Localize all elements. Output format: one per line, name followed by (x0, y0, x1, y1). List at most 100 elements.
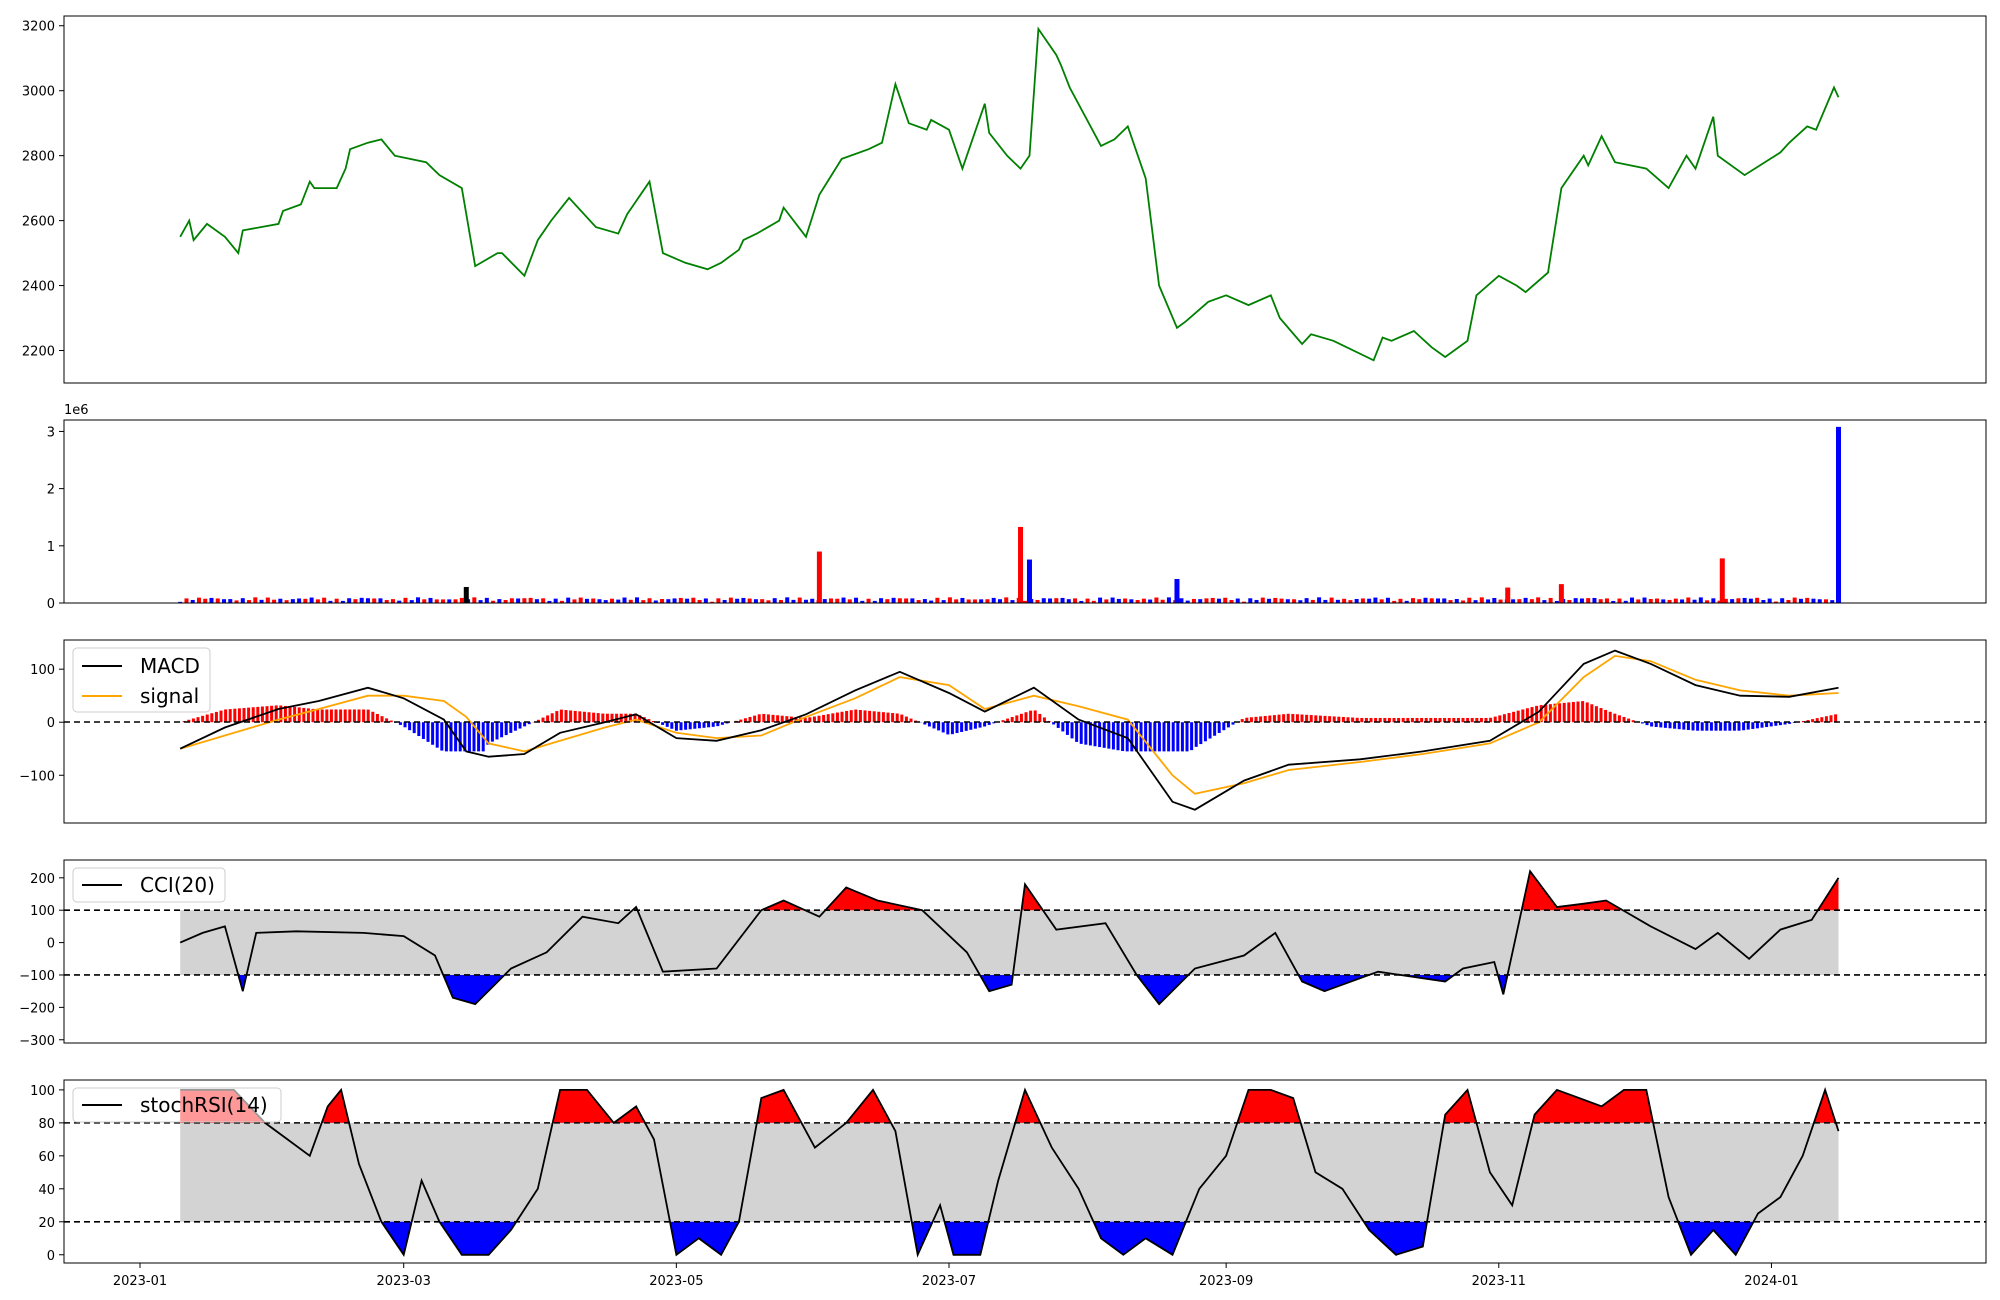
macd-hist-bar (992, 722, 996, 724)
volume-spike-bar (463, 586, 469, 603)
macd-hist-bar (679, 722, 683, 731)
macd-hist-bar (1548, 704, 1552, 723)
macd-hist-bar (1443, 717, 1447, 723)
volume-bar (1686, 597, 1691, 603)
macd-hist-bar (1668, 722, 1672, 729)
macd-hist-bar (500, 722, 504, 738)
macd-hist-bar (1507, 713, 1511, 723)
volume-bar (559, 600, 564, 603)
volume-bar (1579, 598, 1584, 603)
macd-hist-bar (1392, 717, 1396, 723)
volume-bar (209, 597, 214, 603)
volume-bar (390, 599, 395, 603)
macd-hist-bar (1056, 722, 1060, 728)
macd-hist-bar (187, 719, 191, 723)
stochrsi-oversold-fill (1363, 1221, 1427, 1255)
volume-offset-label: 1e6 (64, 403, 89, 418)
macd-hist-bar (352, 709, 356, 723)
macd-hist-bar (1157, 722, 1161, 752)
cci-ytick-label: −100 (19, 969, 55, 984)
volume-bar (1523, 597, 1528, 603)
volume-bar (1210, 597, 1215, 603)
volume-bar (1404, 600, 1409, 603)
volume-bar (954, 599, 959, 603)
macd-hist-bar (431, 722, 435, 745)
volume-bar (1223, 597, 1228, 603)
macd-hist-bar (688, 722, 692, 730)
volume-bar (735, 598, 740, 603)
volume-bar (1636, 599, 1641, 603)
macd-hist-bar (753, 715, 757, 723)
macd-hist-bar (1493, 716, 1497, 723)
macd-hist-bar (1498, 715, 1502, 723)
stochrsi-overbought-fill (846, 1089, 891, 1123)
volume-bar (1135, 600, 1140, 603)
volume-bar (841, 597, 846, 603)
stochrsi-legend: stochRSI(14) (72, 1087, 282, 1123)
macd-hist-bar (661, 722, 665, 725)
macd-hist-bar (950, 722, 954, 735)
macd-hist-bar (845, 710, 849, 723)
volume-bar (1392, 600, 1397, 603)
macd-hist-bar (937, 722, 941, 731)
macd-hist-bar (247, 707, 251, 723)
volume-bar (1448, 600, 1453, 603)
macd-hist-bar (509, 722, 513, 733)
macd-hist-bar (1351, 717, 1355, 723)
macd-hist-bar (1277, 714, 1281, 723)
macd-hist-bar (1144, 722, 1148, 752)
macd-hist-bar (449, 722, 453, 752)
volume-bar (1598, 599, 1603, 603)
volume-spike-bar (816, 551, 822, 603)
volume-bar (728, 597, 733, 603)
macd-hist-bar (762, 713, 766, 723)
volume-bar (866, 598, 871, 603)
macd-hist-bar (684, 722, 688, 730)
stochrsi-ytick-label: 0 (47, 1249, 55, 1264)
macd-hist-bar (1686, 722, 1690, 731)
macd-hist-bar (1148, 722, 1152, 752)
macd-hist-bar (569, 710, 573, 723)
macd-hist-bar (1659, 722, 1663, 728)
macd-hist-bar (265, 706, 269, 723)
macd-hist-bar (1673, 722, 1677, 729)
volume-bar (491, 600, 496, 603)
cci-oversold-fill (979, 975, 1013, 992)
volume-bar (1730, 599, 1735, 603)
macd-hist-bar (1006, 718, 1010, 723)
volume-bar (1198, 599, 1203, 603)
volume-bar (422, 599, 427, 603)
macd-hist-bar (831, 713, 835, 723)
macd-hist-bar (1153, 722, 1157, 752)
stochrsi-overbought-fill (1443, 1089, 1477, 1123)
volume-bar (1342, 598, 1347, 603)
volume-bar (628, 599, 633, 603)
macd-hist-bar (716, 722, 720, 727)
price-ytick-label: 2600 (22, 215, 55, 230)
macd-hist-bar (486, 722, 490, 745)
macd-hist-bar (592, 712, 596, 723)
volume-bar (972, 599, 977, 603)
macd-hist-bar (1001, 720, 1005, 723)
macd-hist-bar (228, 709, 232, 723)
macd-hist-bar (610, 713, 614, 723)
volume-bar (1780, 598, 1785, 603)
price-ytick-label: 2800 (22, 150, 55, 165)
macd-hist-bar (380, 716, 384, 723)
cci-line (179, 869, 1840, 1006)
macd-hist-bar (1484, 717, 1488, 723)
macd-hist-bar (904, 716, 908, 723)
macd-hist-bar (279, 705, 283, 723)
macd-hist-bar (1093, 722, 1097, 747)
macd-hist-bar (1429, 717, 1433, 723)
macd-hist-bar (440, 722, 444, 751)
volume-bar (1191, 598, 1196, 603)
macd-hist-bar (1291, 713, 1295, 723)
macd-hist-bar (1438, 717, 1442, 723)
macd-hist-bar (780, 715, 784, 723)
macd-hist-bar (1130, 722, 1134, 752)
volume-bar (1586, 598, 1591, 603)
macd-hist-bar (766, 714, 770, 723)
macd-hist-bar (854, 709, 858, 723)
macd-hist-bar (518, 722, 522, 729)
